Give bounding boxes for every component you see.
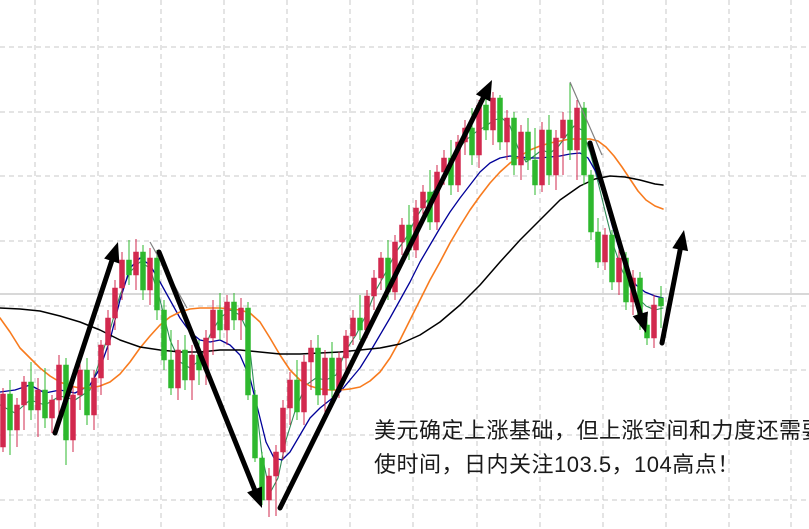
candle — [119, 252, 125, 300]
candle — [350, 310, 356, 345]
candle — [532, 128, 538, 195]
candle — [399, 218, 405, 255]
candle — [49, 395, 55, 433]
candle — [210, 300, 216, 355]
candles — [0, 83, 664, 517]
candle — [224, 295, 230, 345]
candle — [539, 122, 545, 192]
candle — [280, 400, 286, 460]
candle — [315, 335, 321, 405]
ma-slowest-black — [0, 175, 664, 355]
candle — [133, 239, 139, 290]
up-arrow-2 — [277, 80, 492, 511]
candle — [567, 83, 573, 160]
candle — [553, 130, 559, 190]
candle — [98, 340, 104, 395]
candle — [294, 360, 300, 420]
candle — [658, 286, 664, 328]
candle — [609, 230, 615, 290]
candle — [616, 250, 622, 295]
trend-arrows — [52, 80, 689, 511]
candle — [357, 295, 363, 340]
candle — [21, 376, 27, 430]
candle — [91, 370, 97, 430]
candle — [651, 295, 657, 348]
candle — [574, 100, 580, 180]
down-arrow-1 — [156, 249, 262, 508]
candle — [490, 92, 496, 145]
candle — [70, 385, 76, 452]
candle — [154, 250, 160, 320]
candle — [595, 218, 601, 268]
candle — [35, 378, 41, 437]
candle — [245, 302, 251, 400]
candle — [189, 345, 195, 400]
candle — [273, 445, 279, 516]
candle — [588, 170, 594, 240]
candle — [266, 468, 272, 517]
candle — [525, 118, 531, 170]
up-arrow-3 — [659, 230, 689, 346]
candle — [511, 112, 517, 175]
candle — [84, 358, 90, 425]
thin-trendlines — [149, 81, 603, 309]
candle — [581, 102, 587, 185]
candle — [644, 318, 650, 345]
peak2-breakline — [569, 81, 603, 156]
candle — [217, 293, 223, 340]
candle — [252, 390, 258, 462]
chart-annotation: 美元确定上涨基础，但上涨空间和力度还需要 使时间，日内关注103.5，104高点… — [374, 414, 809, 482]
candle — [322, 350, 328, 415]
up-arrow-1 — [52, 242, 120, 436]
candle — [0, 388, 6, 452]
candle — [126, 240, 132, 285]
candle — [168, 330, 174, 395]
candle — [329, 342, 335, 400]
candle — [560, 112, 566, 175]
candle — [231, 293, 237, 330]
candle — [378, 252, 384, 290]
candle — [182, 335, 188, 390]
candle — [518, 125, 524, 180]
candle — [238, 298, 244, 340]
candle — [497, 95, 503, 150]
candle — [287, 372, 293, 425]
candle — [301, 355, 307, 425]
candle — [602, 228, 608, 270]
candle — [546, 115, 552, 185]
candle — [147, 248, 153, 305]
candle — [175, 340, 181, 400]
down-arrow-2 — [587, 140, 649, 333]
candle — [140, 245, 146, 300]
candle — [343, 330, 349, 370]
candle — [504, 110, 510, 160]
annotation-line-1: 美元确定上涨基础，但上涨空间和力度还需要 — [374, 418, 809, 443]
candle — [308, 340, 314, 390]
candle — [161, 300, 167, 370]
candle — [14, 398, 20, 447]
candle — [42, 368, 48, 428]
candle — [7, 380, 13, 455]
candle — [371, 270, 377, 310]
candle — [77, 360, 83, 410]
candle — [105, 310, 111, 360]
candle — [28, 362, 34, 420]
candle — [112, 280, 118, 330]
annotation-line-2: 使时间，日内关注103.5，104高点！ — [374, 452, 740, 477]
candle — [259, 452, 265, 505]
